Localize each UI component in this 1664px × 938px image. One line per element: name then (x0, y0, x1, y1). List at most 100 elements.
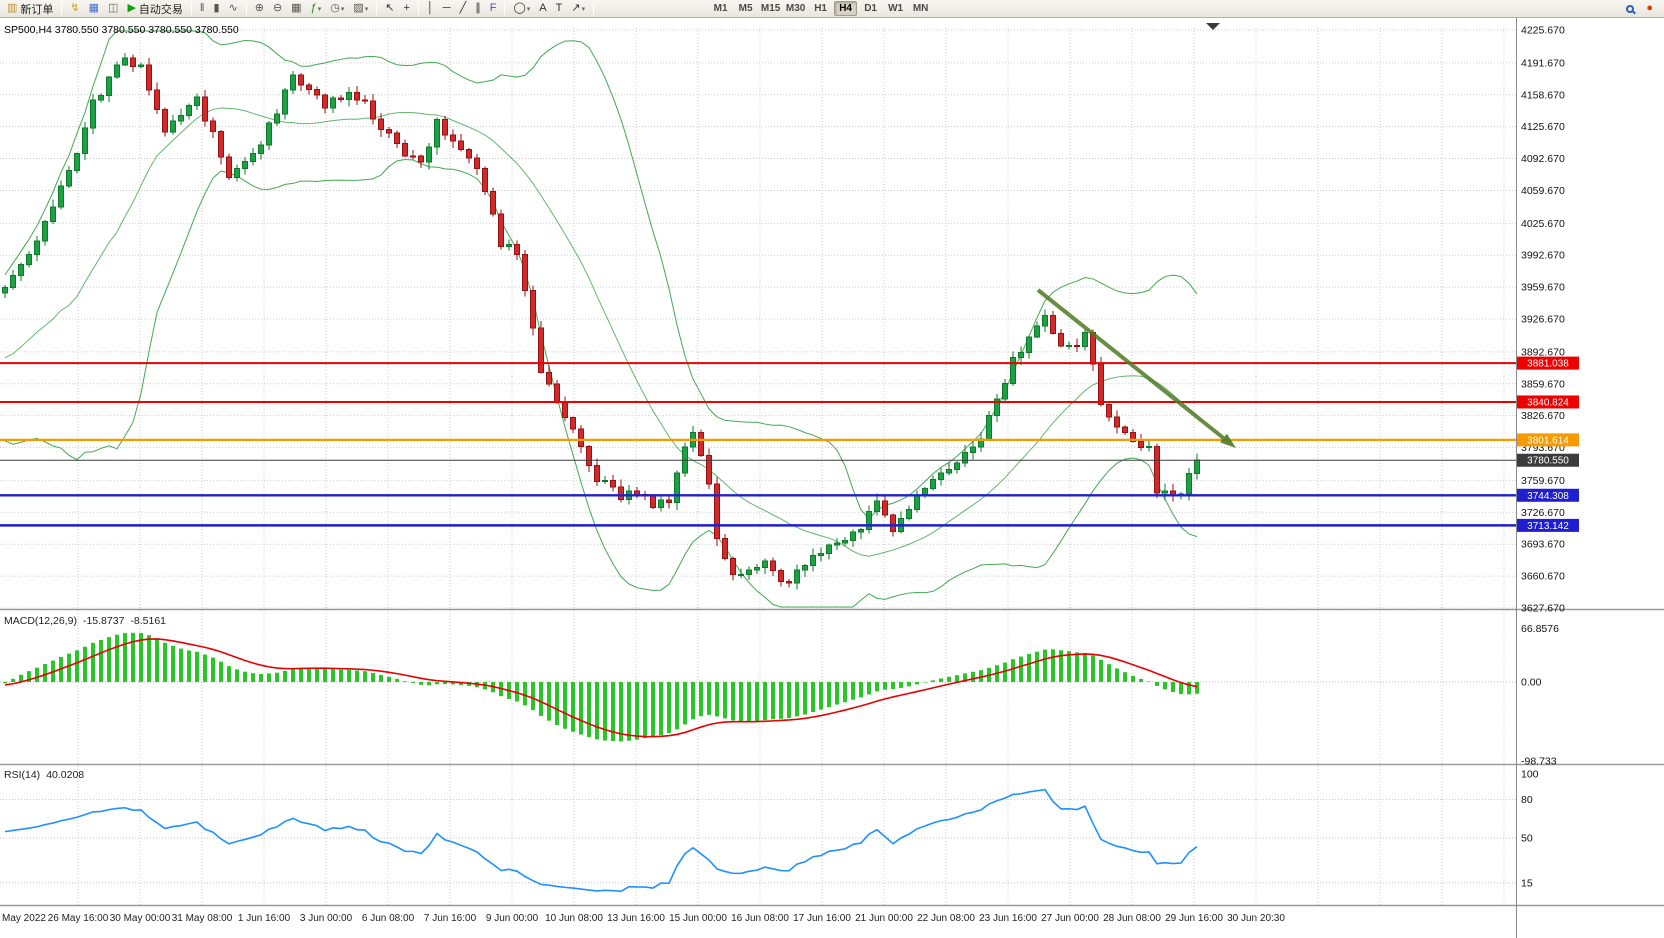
toolbar-separator (245, 2, 247, 15)
time-tick-label: 22 Jun 08:00 (917, 913, 975, 924)
time-tick-label: 10 Jun 08:00 (545, 913, 603, 924)
arrows-icon: ↗ (571, 2, 581, 14)
macd-panel (0, 632, 1516, 742)
timeframe-m5-button[interactable]: M5 (738, 3, 753, 14)
time-tick-label: 29 Jun 16:00 (1165, 913, 1223, 924)
auto-trading-label: 自动交易 (138, 3, 183, 16)
time-tick-label: 15 Jun 00:00 (669, 913, 727, 924)
timeframe-d1-button[interactable]: D1 (864, 3, 877, 14)
cursor-button[interactable]: ↖ (381, 1, 398, 17)
timeframe-h4-button[interactable]: H4 (834, 1, 858, 16)
line-chart-button[interactable]: ∿ (225, 1, 242, 17)
record-button[interactable]: ● (1642, 1, 1657, 17)
macd-label: MACD(12,26,9) -15.8737 -8.5161 (4, 615, 166, 627)
periods-button[interactable]: ◷ ▾ (326, 1, 348, 17)
fibonacci-button[interactable]: F (486, 1, 501, 17)
time-tick-label: 27 Jun 00:00 (1041, 913, 1099, 924)
zoom-out-button[interactable]: ⊖ (269, 1, 286, 17)
price-tick-label: 4225.670 (1521, 25, 1565, 37)
rsi-tick-label: 100 (1521, 769, 1539, 781)
panel-separators[interactable] (0, 18, 1664, 938)
navigator-button[interactable]: ◫ (104, 1, 122, 17)
dropdown-caret-icon: ▾ (581, 5, 586, 13)
templates-button[interactable]: ▨ ▾ (349, 1, 372, 17)
time-tick-label: 30 May 00:00 (110, 913, 171, 924)
trendline-button[interactable]: ╱ (456, 1, 471, 17)
timeframe-m15-button[interactable]: M15 (760, 3, 781, 14)
chart-canvas[interactable]: 4225.670 4191.670 4158.670 4125.670 4092.670… (0, 18, 1664, 938)
periods-icon: ◷ (330, 2, 340, 14)
price-tick-label: 4191.670 (1521, 57, 1565, 69)
tile-windows-button[interactable]: ▦ (287, 1, 305, 17)
indicators-icon: ƒ (310, 2, 317, 14)
crosshair-button[interactable]: + (399, 1, 413, 17)
toolbar-right-group: ● (1622, 1, 1661, 17)
timeframe-w1-button[interactable]: W1 (888, 3, 904, 14)
chart-background[interactable] (0, 18, 1664, 938)
arrows-button[interactable]: ↗ ▾ (567, 1, 589, 17)
price-tick-label: 4025.670 (1521, 218, 1565, 230)
auto-trading-button[interactable]: ▶ 自动交易 (123, 1, 186, 17)
alerts-button[interactable]: ↯ (66, 1, 83, 17)
price-axis[interactable]: 4225.670 4191.670 4158.670 4125.670 4092.670… (1521, 25, 1565, 890)
text-label-button[interactable]: T (552, 1, 567, 17)
price-tick-label: 3992.670 (1521, 250, 1565, 262)
dropdown-caret-icon: ▾ (340, 5, 345, 13)
horizontal-line-button[interactable]: ─ (439, 1, 455, 17)
price-tag-label: 3881.038 (1527, 359, 1569, 370)
macd-tick-label: -98.733 (1521, 755, 1557, 767)
timeframe-toolbar: M1 M5 M15 M30 H1 H4 D1 W1 MN (708, 1, 933, 16)
vertical-line-button[interactable]: │ (423, 1, 438, 17)
bar-chart-icon: ‖ (199, 2, 205, 14)
trendline-icon: ╱ (459, 2, 467, 14)
macd-tick-label: 0.00 (1521, 677, 1542, 689)
toolbar-separator (376, 2, 378, 15)
bar-chart-button[interactable]: ‖ (196, 1, 209, 17)
price-tag-label: 3713.142 (1527, 521, 1569, 532)
market-watch-button[interactable]: ▦ (85, 1, 103, 17)
navigator-icon: ◫ (108, 2, 119, 14)
timeframe-m1-button[interactable]: M1 (713, 3, 728, 14)
price-tag-label: 3744.308 (1527, 491, 1569, 502)
time-tick-label: 7 Jun 16:00 (424, 913, 477, 924)
toolbar-separator (190, 2, 192, 15)
dropdown-caret-icon: ▾ (364, 5, 369, 13)
timeframe-m30-button[interactable]: M30 (785, 3, 806, 14)
rsi-line (4, 788, 1198, 893)
price-tick-label: 3959.670 (1521, 282, 1565, 294)
horizontal-line-icon: ─ (442, 2, 451, 14)
horizontal-levels[interactable] (0, 362, 1516, 527)
chart-shift-marker-icon[interactable] (1206, 23, 1220, 30)
search-icon (1626, 4, 1635, 13)
level-price-tag (1517, 488, 1579, 502)
level-price-tag (1517, 518, 1579, 532)
timeframe-h1-button[interactable]: H1 (814, 3, 827, 14)
time-axis[interactable]: May 2022 26 May 16:00 30 May 00:00 31 May 0… (2, 913, 1285, 924)
crosshair-icon: + (403, 2, 410, 14)
price-tick-label: 3826.670 (1521, 410, 1565, 422)
shapes-button[interactable]: ◯ ▾ (509, 1, 534, 17)
time-tick-label: 3 Jun 00:00 (300, 913, 353, 924)
indicators-button[interactable]: ƒ ▾ (307, 1, 326, 17)
zoom-out-icon: ⊖ (272, 2, 283, 14)
zoom-in-button[interactable]: ⊕ (251, 1, 268, 17)
timeframe-mn-button[interactable]: MN (912, 3, 929, 14)
price-tick-label: 3627.670 (1521, 603, 1565, 615)
macd-tick-label: 66.8576 (1521, 623, 1559, 635)
dropdown-caret-icon: ▾ (317, 5, 322, 13)
text-button[interactable]: A (535, 1, 550, 17)
price-tick-label: 4125.670 (1521, 121, 1565, 133)
search-button[interactable] (1622, 1, 1638, 17)
chart-window[interactable]: 4225.670 4191.670 4158.670 4125.670 4092.670… (0, 18, 1664, 938)
new-order-button[interactable]: ▥ 新订单 (3, 1, 57, 17)
price-tick-label: 4158.670 (1521, 89, 1565, 101)
candlestick-chart-button[interactable]: ▮ (209, 1, 223, 17)
trend-arrow[interactable] (1036, 288, 1236, 448)
equidistant-channel-button[interactable]: ∥ (471, 1, 485, 17)
price-tick-label: 3660.670 (1521, 571, 1565, 583)
zoom-in-icon: ⊕ (254, 2, 264, 14)
time-tick-label: 30 Jun 20:30 (1227, 913, 1285, 924)
text-icon: A (539, 2, 547, 14)
record-icon: ● (1646, 2, 1653, 14)
